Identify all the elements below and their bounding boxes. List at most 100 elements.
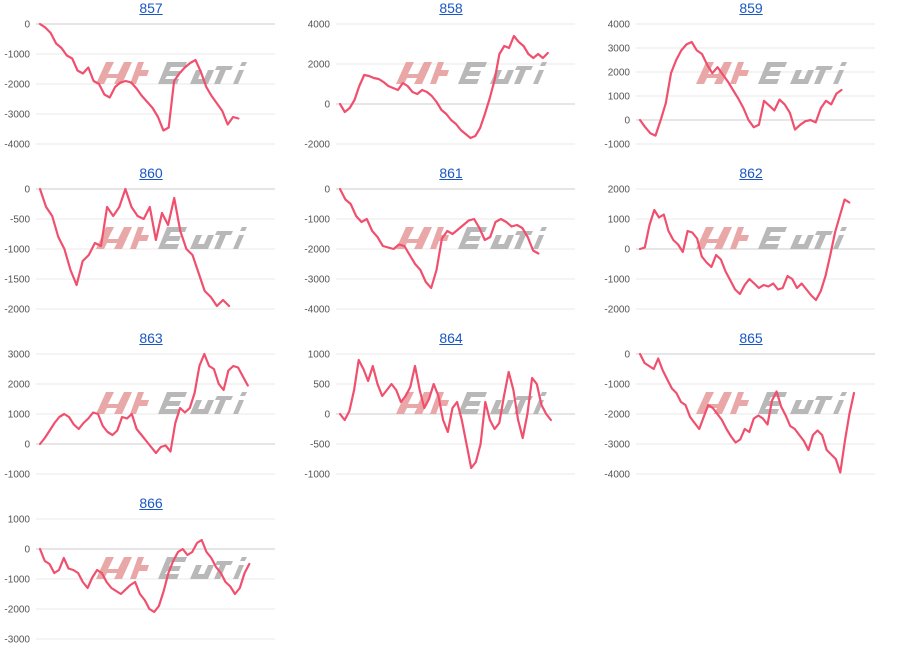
series-line [38,538,251,614]
y-tick-label: -3000 [604,440,630,451]
watermark-logo [696,62,847,84]
chart-title-link[interactable]: 866 [139,495,163,511]
y-tick-label: -2000 [604,305,630,316]
line-chart: 0 -1000 -2000 -3000 -4000 [4,20,275,151]
series-line [38,352,249,455]
y-tick-label: 0 [324,185,330,196]
watermark-logo [396,62,547,84]
chart-862: 862 2000 1000 0 -1000 -2000 [600,165,890,327]
chart-title-link[interactable]: 857 [139,0,163,16]
line-chart: 1000 0 -1000 -2000 -3000 [4,515,275,646]
watermark-logo [96,557,247,579]
series-line [338,34,549,140]
watermark-logo [396,392,547,414]
chart-title-link[interactable]: 864 [439,330,463,346]
y-tick-label: -2000 [304,245,330,256]
y-tick-label: 500 [313,380,330,391]
y-tick-label: 3000 [8,350,31,361]
y-tick-label: -1000 [304,470,330,481]
y-tick-label: -3000 [4,110,30,121]
watermark-logo [396,227,547,249]
chart-857: 857 0 -1000 -2000 -3000 -4000 [0,0,290,162]
series-line [338,187,540,290]
y-tick-label: 1000 [8,515,31,526]
series-line [38,22,240,132]
y-tick-label: -1000 [4,245,30,256]
y-tick-label: -1000 [4,50,30,61]
line-chart: 0 -1000 -2000 -3000 -4000 [304,185,575,316]
chart-title-link[interactable]: 860 [139,165,163,181]
y-tick-label: -2000 [304,140,330,151]
y-tick-label: 0 [24,20,30,31]
line-chart: 0 -500 -1000 -1500 -2000 [4,185,275,316]
y-tick-label: 0 [324,100,330,111]
y-tick-label: 2000 [608,185,631,196]
chart-865: 865 0 -1000 -2000 -3000 -4000 [600,330,890,492]
chart-title-link[interactable]: 861 [439,165,463,181]
chart-864: 864 1000 500 0 -500 -1000 [300,330,590,492]
y-tick-label: 4000 [608,20,631,31]
y-tick-label: 0 [624,350,630,361]
y-tick-label: -1000 [604,140,630,151]
y-tick-label: 1000 [8,410,31,421]
chart-title-link[interactable]: 865 [739,330,763,346]
watermark-logo [96,62,247,84]
y-tick-label: 1000 [308,350,331,361]
y-tick-label: -3000 [304,275,330,286]
y-tick-label: -1000 [604,275,630,286]
watermark-logo [696,227,847,249]
y-tick-label: 0 [24,440,30,451]
line-chart: 0 -1000 -2000 -3000 -4000 [604,350,875,481]
chart-858: 858 4000 2000 0 -2000 [300,0,590,162]
y-tick-label: 1000 [608,215,631,226]
watermark-logo [96,392,247,414]
y-tick-label: -1000 [4,470,30,481]
y-tick-label: -3000 [4,635,30,646]
line-chart: 4000 3000 2000 1000 0 -1000 [604,20,875,151]
line-chart: 4000 2000 0 -2000 [304,20,575,151]
y-tick-label: 3000 [608,44,631,55]
y-tick-label: -2000 [4,80,30,91]
series-line [638,352,856,474]
series-line [38,187,231,308]
y-tick-label: -2000 [604,410,630,421]
y-tick-label: -1000 [4,575,30,586]
y-tick-label: -500 [10,215,30,226]
y-tick-label: -2000 [4,305,30,316]
y-tick-label: 0 [24,545,30,556]
chart-859: 859 4000 3000 2000 1000 0 -1000 [600,0,890,162]
y-tick-label: -4000 [304,305,330,316]
y-tick-label: -4000 [4,140,30,151]
line-chart: 2000 1000 0 -1000 -2000 [604,185,875,316]
chart-863: 863 3000 2000 1000 0 -1000 [0,330,290,492]
y-tick-label: -1000 [304,215,330,226]
series-line [338,358,552,470]
y-tick-label: -4000 [604,470,630,481]
y-tick-label: 0 [624,245,630,256]
y-tick-label: 1000 [608,92,631,103]
series-line [638,40,843,137]
line-chart: 1000 500 0 -500 -1000 [304,350,575,481]
y-tick-label: -1500 [4,275,30,286]
y-tick-label: 0 [324,410,330,421]
watermark-logo [696,392,847,414]
y-tick-label: 4000 [308,20,331,31]
chart-title-link[interactable]: 858 [439,0,463,16]
y-tick-label: -2000 [4,605,30,616]
chart-title-link[interactable]: 859 [739,0,763,16]
chart-860: 860 0 -500 -1000 -1500 -2000 [0,165,290,327]
line-chart: 3000 2000 1000 0 -1000 [4,350,275,481]
y-tick-label: 2000 [8,380,31,391]
y-tick-label: -500 [310,440,330,451]
y-tick-label: 2000 [308,60,331,71]
y-tick-label: 0 [624,116,630,127]
chart-866: 866 1000 0 -1000 -2000 -3000 [0,495,290,657]
chart-title-link[interactable]: 862 [739,165,763,181]
y-tick-label: -1000 [604,380,630,391]
watermark-logo [96,227,247,249]
y-tick-label: 0 [24,185,30,196]
series-line [638,198,851,302]
chart-title-link[interactable]: 863 [139,330,163,346]
y-tick-label: 2000 [608,68,631,79]
